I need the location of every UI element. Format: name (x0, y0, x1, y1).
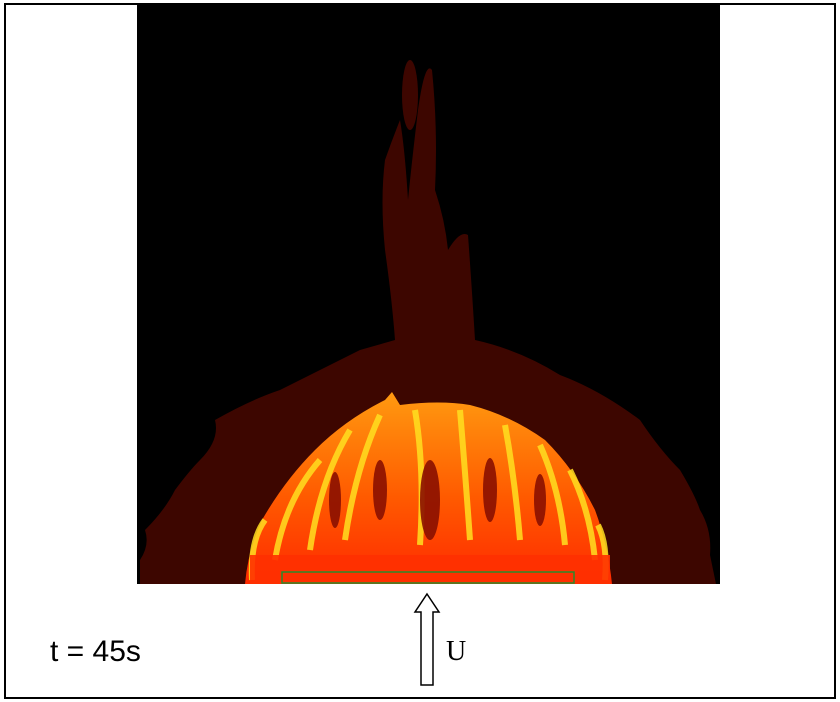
figure: t = 45s U (0, 0, 840, 702)
time-label: t = 45s (50, 635, 141, 668)
velocity-label: U (446, 636, 466, 667)
